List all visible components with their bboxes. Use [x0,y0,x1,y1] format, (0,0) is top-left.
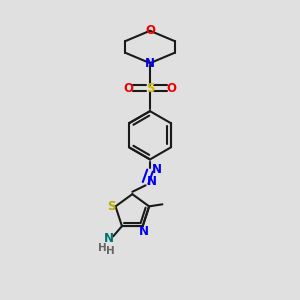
Text: H: H [98,243,106,253]
Text: N: N [104,232,114,245]
Text: S: S [107,200,116,213]
Text: N: N [152,163,161,176]
Text: O: O [124,82,134,95]
Text: H: H [106,246,115,256]
Text: N: N [147,175,157,188]
Text: O: O [145,24,155,37]
Text: N: N [145,57,155,70]
Text: S: S [146,82,154,95]
Text: N: N [139,225,149,238]
Text: O: O [166,82,176,95]
